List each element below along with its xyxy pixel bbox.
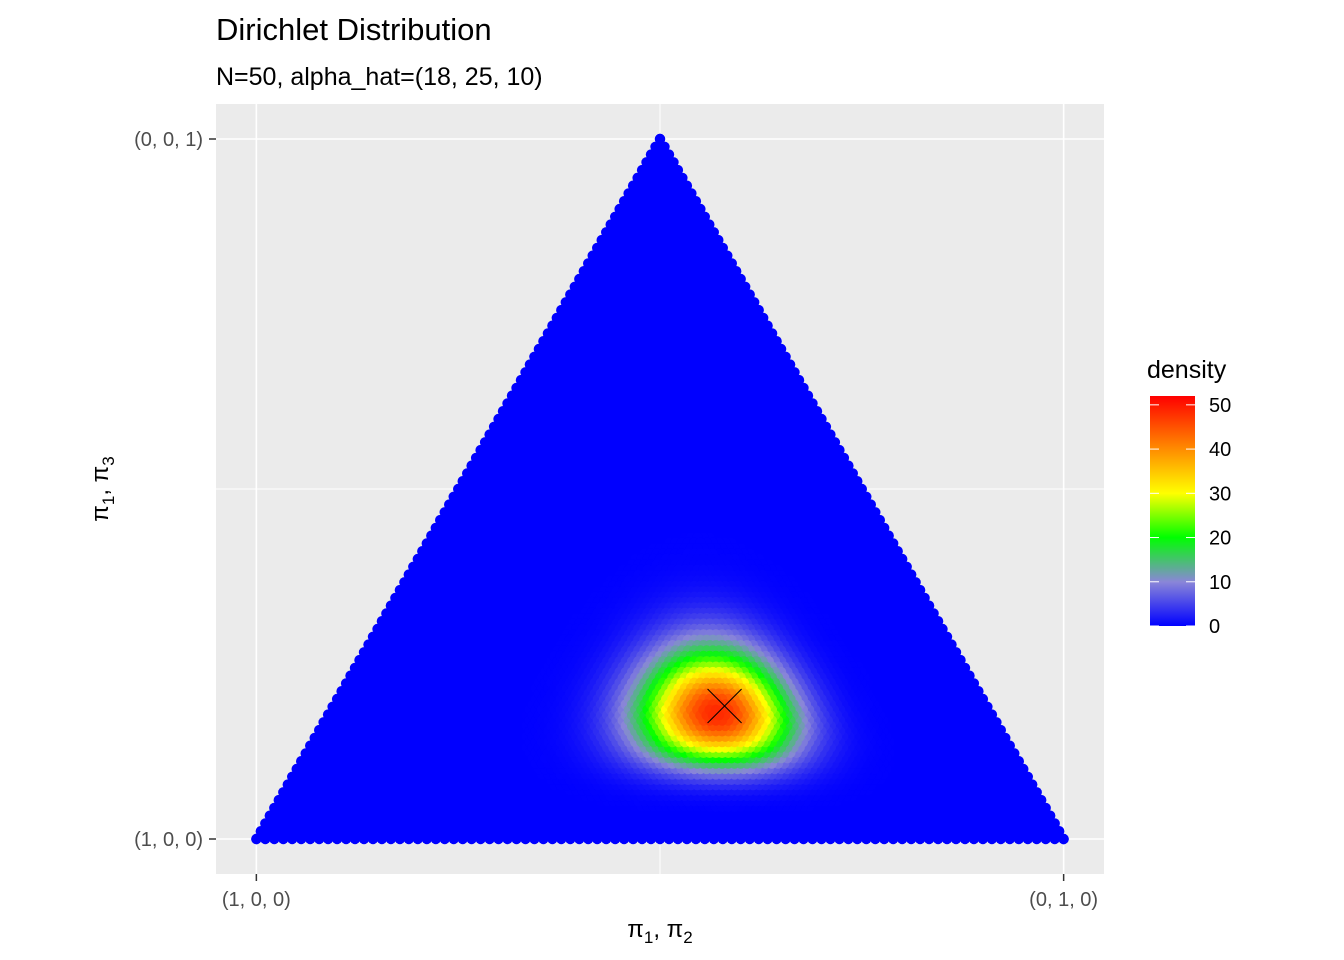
chart-title: Dirichlet Distribution bbox=[216, 12, 492, 47]
chart-subtitle: N=50, alpha_hat=(18, 25, 10) bbox=[216, 63, 543, 91]
plot-panel bbox=[216, 104, 1104, 874]
density-points bbox=[256, 139, 1064, 839]
